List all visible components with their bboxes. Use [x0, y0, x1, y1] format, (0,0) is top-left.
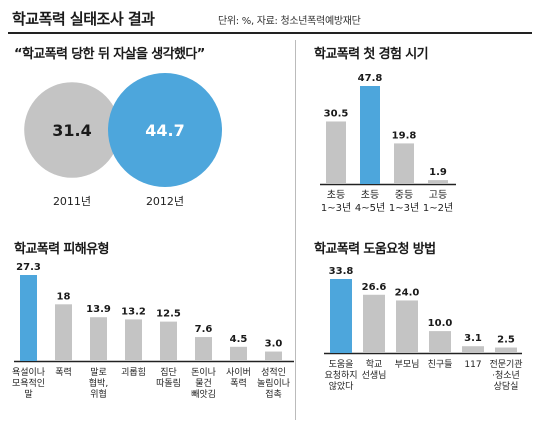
- bar-value-2: 13.9: [86, 304, 111, 315]
- bar-value-3: 10.0: [428, 318, 453, 329]
- bar-label-4-0: 집단: [160, 366, 177, 378]
- bar-label-2-0: 중등: [395, 189, 413, 201]
- bubble-label-0: 2011년: [53, 195, 91, 208]
- bar-label-3-0: 괴롭힘: [121, 367, 146, 378]
- bar-5: [195, 337, 212, 361]
- bar-label-1-0: 폭력: [55, 366, 72, 378]
- bar-label-1-1: 선생님: [362, 370, 387, 381]
- bar-label-4-0: 117: [464, 360, 481, 370]
- bar-label-6-0: 사이버: [226, 367, 251, 378]
- panel-divider: [295, 40, 296, 420]
- bubble-1: [108, 73, 222, 187]
- bar-value-1: 47.8: [358, 73, 383, 84]
- bar-label-7-0: 성적인: [261, 366, 286, 378]
- bar-value-3: 13.2: [121, 306, 146, 317]
- bar-0: [20, 275, 37, 361]
- bubble-label-1: 2012년: [146, 195, 184, 208]
- bar-0: [326, 121, 346, 184]
- bubble-value-1: 44.7: [145, 121, 184, 140]
- bar-label-7-1: 놀림이나: [257, 377, 290, 389]
- bar-label-0-0: 욕설이나: [12, 367, 45, 378]
- bar-label-5-1: 물건: [195, 378, 212, 389]
- bar-value-4: 3.1: [464, 333, 482, 344]
- bar-1: [360, 86, 380, 184]
- suicide-bubble-chart: 31.4 2011년 44.7 2012년: [24, 73, 222, 208]
- bar-label-4-1: 따돌림: [156, 377, 181, 389]
- bar-3: [428, 180, 448, 184]
- bar-label-0-1: 요청하지: [324, 370, 357, 381]
- bar-value-1: 18: [57, 291, 71, 302]
- bar-label-2-0: 말로: [90, 366, 107, 378]
- bar-label-3-1: 1~2년: [423, 202, 453, 214]
- bar-value-2: 24.0: [395, 287, 420, 298]
- bar-label-3-0: 고등: [429, 189, 447, 201]
- bar-label-0-0: 도움을: [329, 359, 354, 370]
- bar-value-1: 26.6: [362, 282, 387, 293]
- panel-suicide-title: “학교폭력 당한 뒤 자살을 생각했다”: [14, 47, 205, 62]
- bar-label-5-2: 빼앗김: [191, 388, 216, 400]
- bar-2: [396, 300, 418, 353]
- header-rule: [8, 32, 532, 34]
- bar-label-0-0: 초등: [327, 189, 345, 201]
- bar-1: [363, 294, 385, 353]
- bar-label-2-1: 협박,: [89, 377, 108, 389]
- bar-label-0-2: 않았다: [329, 380, 355, 392]
- bar-label-7-2: 접촉: [265, 388, 282, 400]
- bar-label-2-0: 부모님: [395, 359, 420, 370]
- bar-label-3-0: 친구들: [428, 359, 453, 370]
- bar-label-1-0: 학교: [366, 359, 383, 370]
- bubble-0: [24, 82, 120, 178]
- bar-value-0: 27.3: [16, 262, 41, 273]
- bar-2: [90, 317, 107, 361]
- bar-value-4: 12.5: [156, 309, 181, 320]
- bar-value-7: 3.0: [265, 339, 283, 350]
- bar-value-0: 33.8: [329, 266, 354, 277]
- bar-5: [495, 347, 517, 353]
- bar-label-0-1: 1~3년: [321, 202, 351, 214]
- bar-label-0-1: 모욕적인: [12, 377, 45, 389]
- bar-value-2: 19.8: [392, 130, 417, 141]
- panel-help-title: 학교폭력 도움요청 방법: [314, 242, 436, 257]
- bar-4: [160, 321, 177, 361]
- bar-value-5: 7.6: [195, 324, 213, 335]
- bar-label-5-2: 상담실: [494, 380, 519, 392]
- bar-6: [230, 346, 247, 361]
- bar-label-5-0: 전문기관: [489, 359, 522, 370]
- bar-label-1-1: 4~5년: [355, 202, 385, 214]
- bar-label-2-2: 위협: [90, 388, 107, 400]
- bar-label-5-0: 돈이나: [191, 367, 216, 378]
- source-note: 단위: %, 자료: 청소년폭력예방재단: [218, 16, 361, 27]
- bar-value-5: 2.5: [497, 335, 515, 346]
- bar-3: [125, 319, 142, 361]
- bubble-value-0: 31.4: [52, 121, 91, 140]
- panel-type-title: 학교폭력 피해유형: [14, 242, 109, 257]
- bar-label-1-0: 초등: [361, 189, 379, 201]
- bar-label-6-1: 폭력: [230, 377, 247, 389]
- bar-value-0: 30.5: [324, 108, 349, 119]
- bar-label-0-2: 말: [24, 388, 32, 400]
- panel-first-title: 학교폭력 첫 경험 시기: [314, 47, 429, 62]
- bar-1: [55, 304, 72, 361]
- bar-value-3: 1.9: [429, 167, 447, 178]
- bar-4: [462, 346, 484, 353]
- bar-3: [429, 331, 451, 353]
- bar-label-2-1: 1~3년: [389, 202, 419, 214]
- bar-0: [330, 279, 352, 353]
- bar-7: [265, 351, 282, 361]
- bar-value-6: 4.5: [230, 334, 248, 345]
- page-title: 학교폭력 실태조사 결과: [12, 10, 155, 28]
- bar-label-5-1: ·청소년: [492, 370, 520, 381]
- bar-2: [394, 143, 414, 184]
